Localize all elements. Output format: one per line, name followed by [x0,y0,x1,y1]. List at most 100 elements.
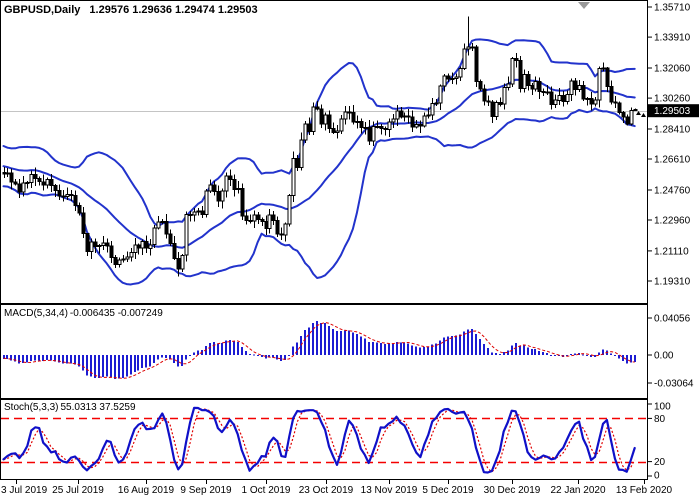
candlestick [45,179,50,186]
price-axis-label: 1.33910 [654,33,691,44]
candlestick [482,88,487,102]
macd-bar [189,355,191,356]
candlestick [220,190,225,202]
macd-bar [66,355,68,364]
candlestick [363,126,368,129]
macd-bar [360,336,362,355]
candlestick [498,102,503,105]
candlestick [144,240,149,249]
candlestick [410,116,415,128]
macd-bar [296,342,298,355]
candlestick [240,188,245,217]
candlestick [617,102,622,114]
candlestick [383,127,388,131]
macd-bar [407,343,409,355]
candlestick [256,214,261,220]
candlestick [430,102,435,116]
macd-bar [6,355,8,360]
macd-bar [396,342,398,355]
macd-bar [614,355,616,356]
candlestick [371,126,376,142]
macd-bar [292,346,294,355]
macd-bar [419,347,421,355]
candlestick [502,87,507,105]
macd-bar [320,322,322,355]
main-plot-area[interactable] [1,2,647,286]
candlestick [533,80,538,90]
macd-bar [22,355,24,363]
candlestick [164,221,169,235]
bollinger-lower-line [2,107,636,286]
macd-bar [431,344,433,355]
candlestick [228,175,233,181]
candlestick [549,91,554,105]
candlestick [184,213,189,256]
candlestick [140,240,145,249]
macd-bar [257,355,259,356]
candlestick [129,251,134,258]
candlestick [561,95,566,102]
macd-bar [106,355,108,377]
macd-bar [213,342,215,355]
macd-bar [455,335,457,355]
macd-bar [503,352,505,355]
stoch-values: 55.0313 37.5259 [60,402,136,413]
candlestick [81,212,86,234]
macd-bar [141,355,143,369]
candlestick [450,77,455,80]
macd-bar [137,355,139,371]
stoch-plot-area[interactable] [1,406,647,474]
macd-bar [161,355,163,358]
macd-bar [153,355,155,363]
date-label: 5 Dec 2019 [422,485,474,496]
macd-bar [38,355,40,361]
macd-bar [62,355,64,364]
macd-bar [483,344,485,355]
macd-bar [435,343,437,355]
candlestick [359,121,364,128]
candlestick [93,241,98,248]
candlestick [470,46,475,49]
macd-bar [98,355,100,378]
candlestick [446,75,451,80]
candlestick [69,194,74,197]
candlestick [343,111,348,120]
price-axis[interactable]: 1.35710 1.33910 1.32060 1.30260 1.28410 1.266… [648,3,699,482]
price-axis-label: 1.30260 [654,94,691,105]
candlestick [331,127,336,134]
candlestick [391,118,396,123]
macd-bar [94,355,96,378]
macd-bar [566,355,568,357]
candlestick [208,184,213,192]
stoch-panel[interactable] [0,399,648,480]
macd-bar [368,341,370,355]
candlestick [89,241,94,253]
candlestick [156,221,161,229]
macd-bar [50,355,52,361]
candlestick [77,204,82,214]
candlestick [399,110,404,118]
macd-plot-area[interactable] [3,321,636,379]
time-axis[interactable]: 3 Jul 2019 25 Jul 2019 16 Aug 2019 9 Sep 20… [1,480,673,496]
macd-bar [249,353,251,355]
macd-bar [463,331,465,355]
macd-bar [324,323,326,355]
candlestick [458,68,463,78]
candlestick [327,114,332,129]
main-chart-panel[interactable] [0,0,648,304]
candlestick [216,191,221,202]
macd-bar [491,352,493,355]
candlestick [323,114,328,125]
macd-bar [531,349,533,355]
candlestick [585,97,590,100]
candlestick [279,233,284,236]
candlestick [97,245,102,248]
macd-bar [475,334,477,355]
candlestick [204,190,209,216]
candlestick [315,106,320,110]
macd-bar [400,342,402,355]
macd-bar [364,338,366,355]
date-label: 16 Aug 2019 [118,485,175,496]
